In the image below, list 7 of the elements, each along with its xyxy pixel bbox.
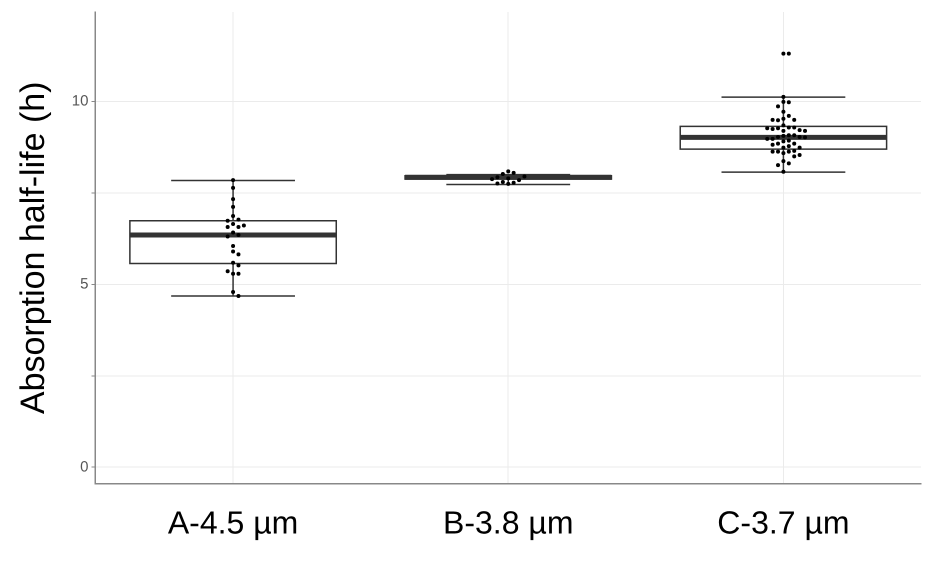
x-tick-label: B-3.8 µm: [443, 504, 574, 541]
x-tick-label: A-4.5 µm: [168, 504, 298, 541]
y-tick-label: 5: [80, 276, 88, 292]
x-tick-label: C-3.7 µm: [717, 504, 850, 541]
y-axis-title: Absorption half-life (h): [14, 81, 52, 414]
y-tick-label: 0: [80, 458, 88, 476]
y-tick-label: 10: [72, 92, 88, 110]
